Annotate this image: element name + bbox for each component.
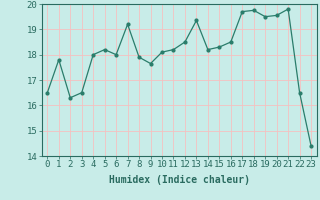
X-axis label: Humidex (Indice chaleur): Humidex (Indice chaleur) [109, 175, 250, 185]
